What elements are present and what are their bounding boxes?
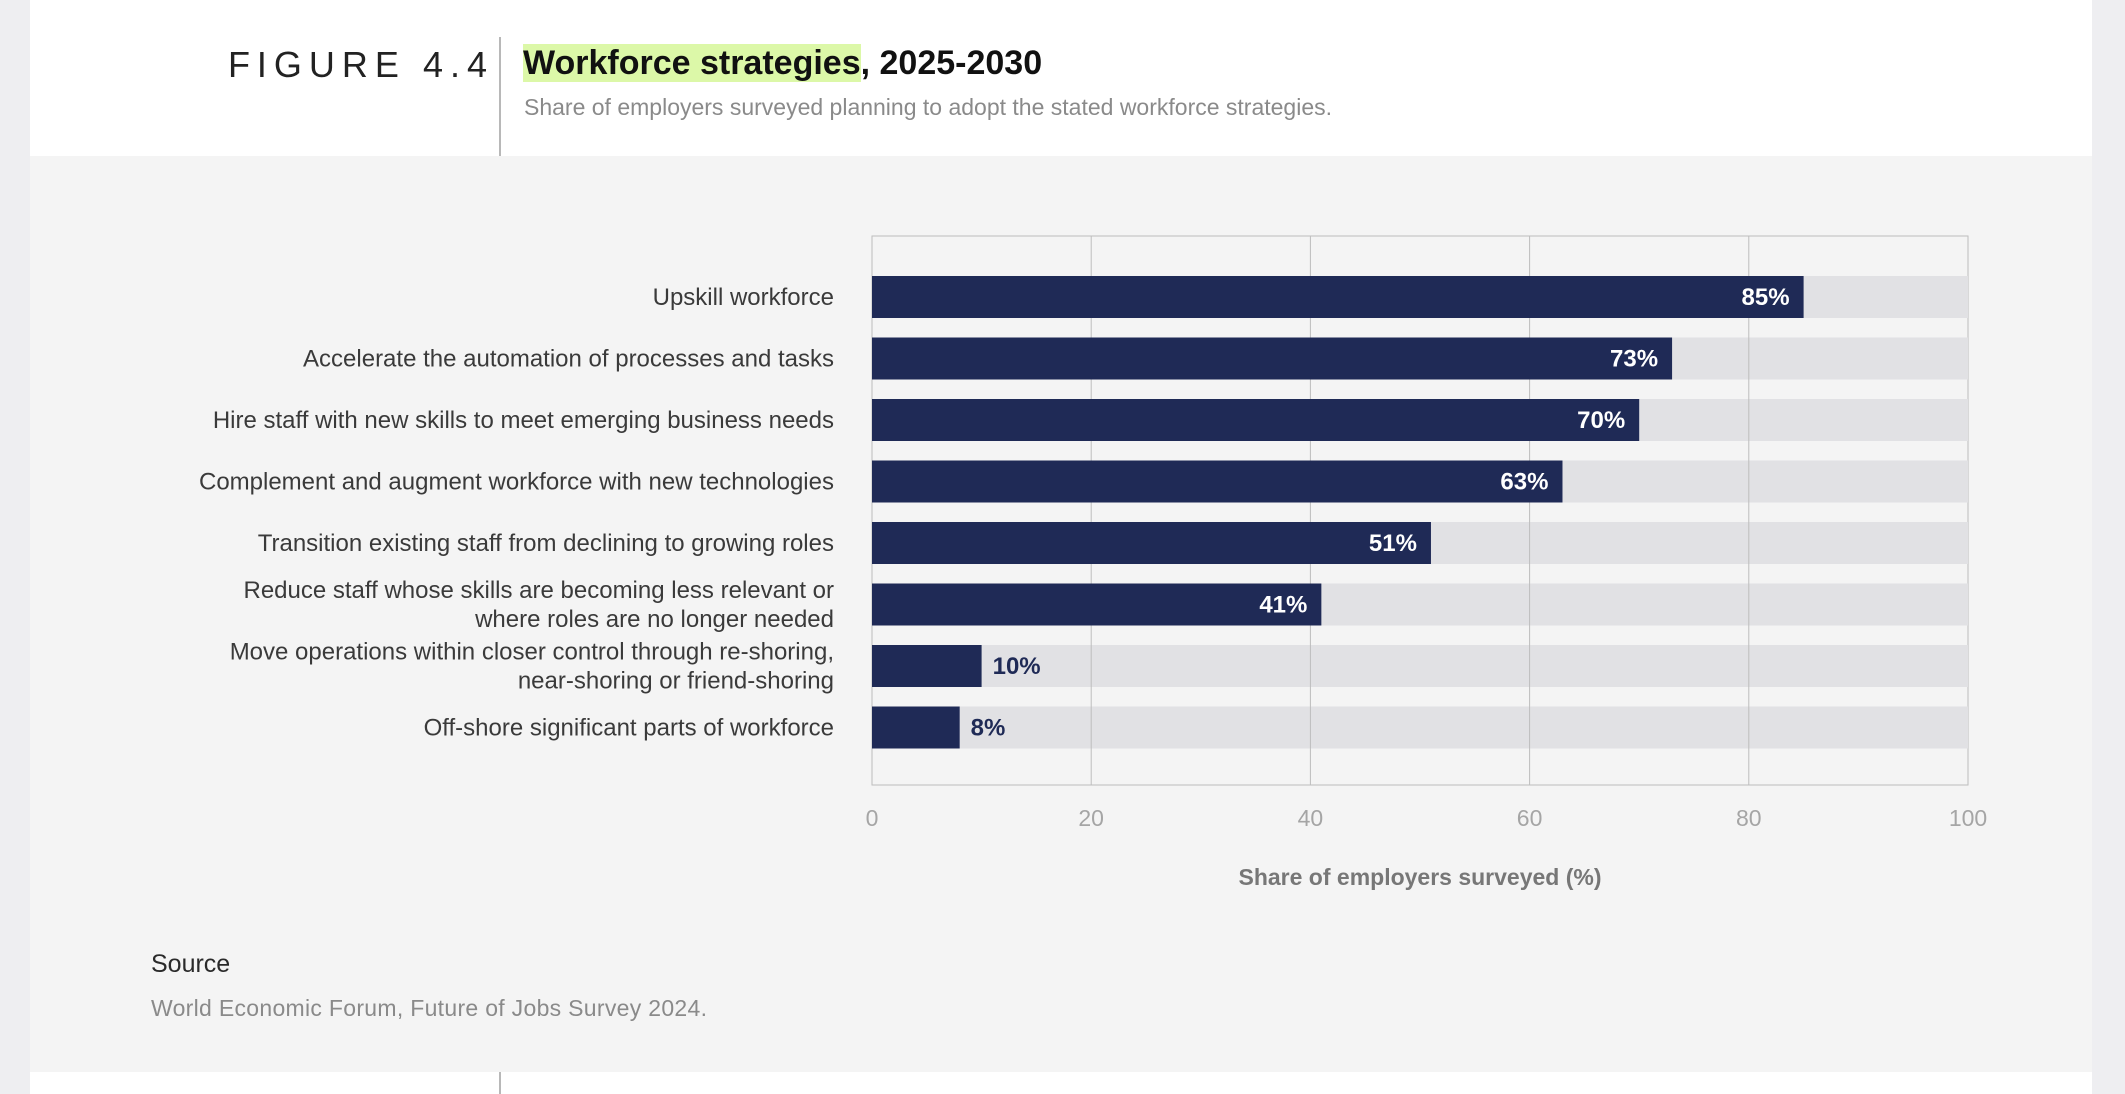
bar-value-label: 10%	[993, 653, 1041, 680]
category-label: Hire staff with new skills to meet emerg…	[213, 407, 834, 434]
bar	[872, 399, 1640, 441]
x-tick-label: 100	[1949, 805, 1987, 831]
category-label: where roles are no longer needed	[474, 606, 834, 633]
bar	[872, 706, 960, 749]
bar-value-label: 41%	[1259, 592, 1307, 619]
plot-frame	[871, 235, 1969, 786]
x-axis-title: Share of employers surveyed (%)	[1238, 864, 1601, 890]
source-heading: Source	[151, 950, 231, 978]
next-figure-strip	[30, 1072, 2092, 1094]
category-label: Transition existing staff from declining…	[258, 530, 834, 557]
bar-track	[872, 645, 1968, 687]
next-figure-divider	[499, 1072, 501, 1094]
category-label: Off-shore significant parts of workforce	[424, 715, 834, 742]
bar	[872, 583, 1322, 626]
bar	[872, 337, 1673, 380]
figure-title: Workforce strategies, 2025-2030	[523, 44, 1042, 83]
bar	[872, 522, 1431, 564]
bar	[872, 645, 982, 687]
x-tick-label: 40	[1298, 805, 1324, 831]
x-tick-label: 0	[866, 805, 879, 831]
figure-subtitle: Share of employers surveyed planning to …	[524, 94, 1333, 120]
figure-header: FIGURE 4.4 Workforce strategies, 2025-20…	[30, 0, 2092, 156]
x-tick-label: 60	[1517, 805, 1543, 831]
bar-chart: 0 20 40 60 80 100 85% Upskill workforce 73% Accel…	[199, 235, 1987, 890]
title-years: , 2025-2030	[860, 44, 1043, 82]
x-tick-label: 20	[1078, 805, 1104, 831]
bar-value-label: 63%	[1500, 469, 1548, 496]
bar-track	[872, 706, 1968, 749]
bar	[872, 460, 1563, 503]
category-label: Reduce staff whose skills are becoming l…	[243, 577, 834, 604]
bar-value-label: 85%	[1742, 284, 1790, 311]
title-highlight: Workforce strategies	[523, 44, 861, 82]
source-text: World Economic Forum, Future of Jobs Sur…	[151, 995, 708, 1021]
category-label: near-shoring or friend-shoring	[518, 668, 834, 695]
bar-value-label: 73%	[1610, 346, 1658, 373]
header-divider	[499, 37, 501, 156]
category-label: Move operations within closer control th…	[230, 639, 834, 666]
chart-panel: 0 20 40 60 80 100 85% Upskill workforce 73% Accel…	[30, 156, 2092, 1072]
category-label: Accelerate the automation of processes a…	[303, 346, 834, 373]
category-label: Complement and augment workforce with ne…	[199, 469, 834, 496]
figure-number: FIGURE 4.4	[227, 44, 494, 85]
category-label: Upskill workforce	[653, 284, 834, 311]
figure-sheet: FIGURE 4.4 Workforce strategies, 2025-20…	[30, 0, 2092, 1094]
x-tick-label: 80	[1736, 805, 1762, 831]
bar-value-label: 70%	[1577, 407, 1625, 434]
bar	[872, 276, 1804, 318]
bar-value-label: 8%	[971, 715, 1006, 742]
bar-value-label: 51%	[1369, 530, 1417, 557]
